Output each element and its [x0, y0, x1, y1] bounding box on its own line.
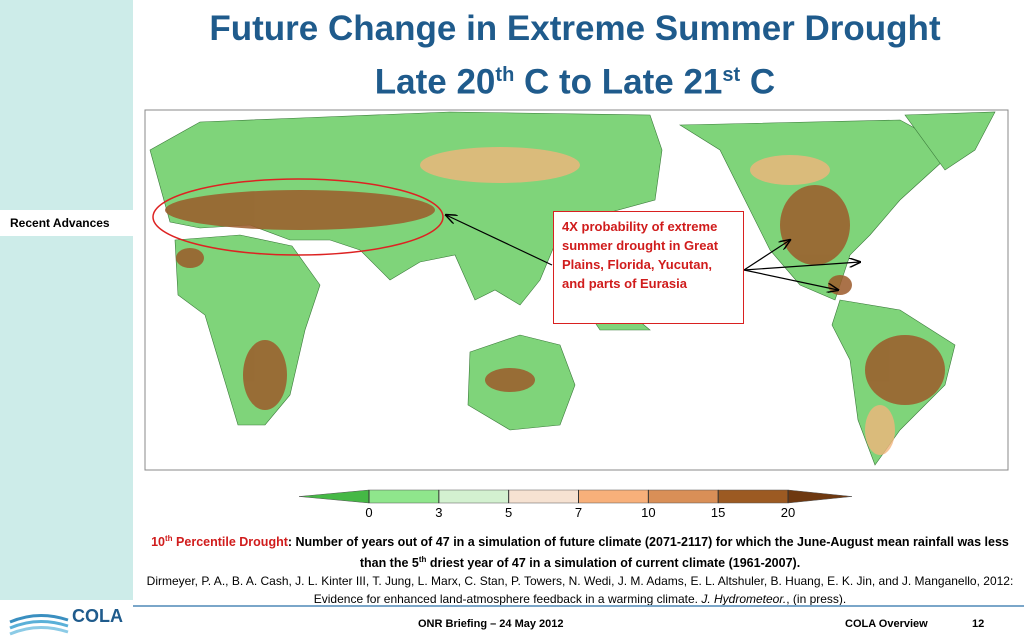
superscript: th [165, 534, 173, 543]
arrows [446, 215, 860, 290]
colorbar-tick-label: 20 [781, 505, 795, 520]
drought-area [165, 185, 945, 410]
colorbar-segment [508, 489, 579, 504]
footer-event: ONR Briefing – 24 May 2012 [418, 618, 564, 630]
colorbar: 0 3 5 7 10 15 20 [298, 489, 853, 520]
colorbar-tick-label: 7 [575, 505, 582, 520]
text: Late 20 [374, 62, 496, 102]
logo-text: COLA [72, 606, 123, 626]
colorbar-segment [368, 489, 440, 504]
nav-item[interactable]: Recent Advances [0, 210, 133, 236]
logo: COLA [9, 606, 123, 636]
colorbar-segment [438, 489, 509, 504]
citation: Dirmeyer, P. A., B. A. Cash, J. L. Kinte… [140, 572, 1020, 608]
text: 10 [151, 535, 166, 550]
journal: J. Hydrometeor. [701, 592, 787, 606]
sidebar: Recent Advances [0, 0, 133, 600]
text: Number of years out of 47 in a simulatio… [295, 535, 1009, 571]
annotation: 4X probability of extreme summer drought… [553, 211, 744, 324]
superscript: st [722, 64, 741, 86]
superscript: th [495, 64, 515, 86]
colorbar-end [298, 489, 370, 504]
caption: 10th Percentile Drought: Number of years… [151, 534, 1009, 571]
text: Percentile Drought [172, 535, 288, 550]
footer-section: COLA Overview [845, 618, 928, 630]
colorbar-segment [648, 489, 719, 504]
page-number: 12 [972, 618, 985, 630]
colorbar-segment [578, 489, 649, 504]
footer-rule [133, 605, 1024, 607]
title-line: Future Change in Extreme Summer Drought [209, 9, 941, 48]
text: , (in press). [786, 592, 847, 606]
colorbar-tick-label: 15 [711, 505, 725, 520]
colorbar-tick-label: 0 [365, 505, 372, 520]
superscript: th [418, 555, 427, 565]
colorbar-tick-label: 10 [641, 505, 655, 520]
colorbar-end [787, 489, 853, 504]
text: Dirmeyer, P. A., B. A. Cash, J. L. Kinte… [146, 574, 1014, 606]
text: C [740, 62, 776, 102]
highlight-ellipse [152, 178, 444, 256]
text: C to Late 21 [514, 62, 723, 102]
colorbar-segment [717, 489, 789, 504]
colorbar-tick-label: 5 [505, 505, 512, 520]
term: 10th Percentile Drought [151, 534, 288, 550]
title-line: Late 20th C to Late 21st C [140, 52, 1010, 106]
slide-title: Future Change in Extreme Summer Drought … [140, 6, 1010, 106]
text: driest year of 47 in a simulation of cur… [426, 556, 801, 571]
drought-area [420, 147, 895, 455]
colorbar-tick-label: 3 [435, 505, 442, 520]
